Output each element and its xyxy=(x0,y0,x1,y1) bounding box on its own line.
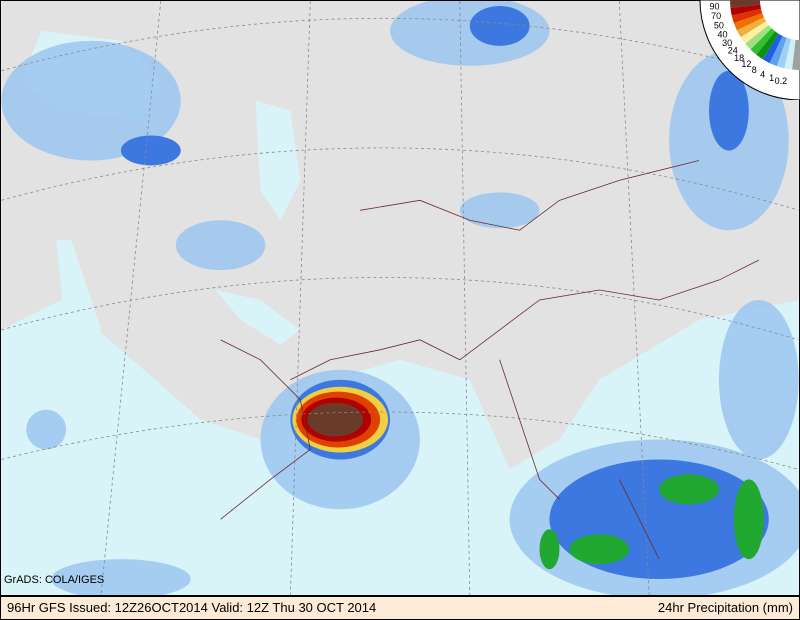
legend-label: 70 xyxy=(711,11,721,21)
legend-label: 90 xyxy=(710,2,720,12)
legend-swatch xyxy=(745,24,772,50)
legend-swatch xyxy=(784,38,796,70)
field-title: 24hr Precipitation (mm) xyxy=(657,600,793,615)
legend-swatch xyxy=(731,8,763,24)
legend-swatch xyxy=(740,21,769,44)
legend-label: 8 xyxy=(752,65,757,75)
precip-extreme-cyclone xyxy=(292,386,389,453)
legend-label: 12 xyxy=(741,59,751,69)
legend-swatch xyxy=(776,37,792,69)
forecast-info: 96Hr GFS Issued: 12Z26OCT2014 Valid: 12Z… xyxy=(7,600,377,615)
legend-swatch xyxy=(762,33,783,64)
legend-label: 50 xyxy=(714,20,724,30)
graticule xyxy=(1,1,799,595)
legend-swatch xyxy=(733,13,764,31)
legend-swatch xyxy=(756,31,779,60)
legend-swatch xyxy=(730,4,762,16)
legend-swatch xyxy=(792,39,800,70)
country-borders xyxy=(220,160,759,560)
legend-label: 24 xyxy=(728,46,738,56)
legend-swatch xyxy=(730,0,761,8)
legend-label: 40 xyxy=(718,29,728,39)
legend-label: 4 xyxy=(760,69,765,79)
legend-label: 18 xyxy=(734,53,744,63)
legend-swatch xyxy=(750,28,776,55)
credit-label: GrADS: COLA/IGES xyxy=(4,574,105,586)
legend-color-ring xyxy=(699,0,800,100)
legend-label: 1 xyxy=(769,73,774,83)
legend-label: 30 xyxy=(722,38,732,48)
precip-heavy xyxy=(539,474,764,570)
precipitation-map xyxy=(0,0,800,596)
legend-swatch xyxy=(769,36,787,67)
legend-label: 0.2 xyxy=(775,76,788,86)
legend-background xyxy=(699,0,800,100)
footer-bar: 96Hr GFS Issued: 12Z26OCT2014 Valid: 12Z… xyxy=(0,596,800,620)
legend-swatch xyxy=(736,17,767,38)
